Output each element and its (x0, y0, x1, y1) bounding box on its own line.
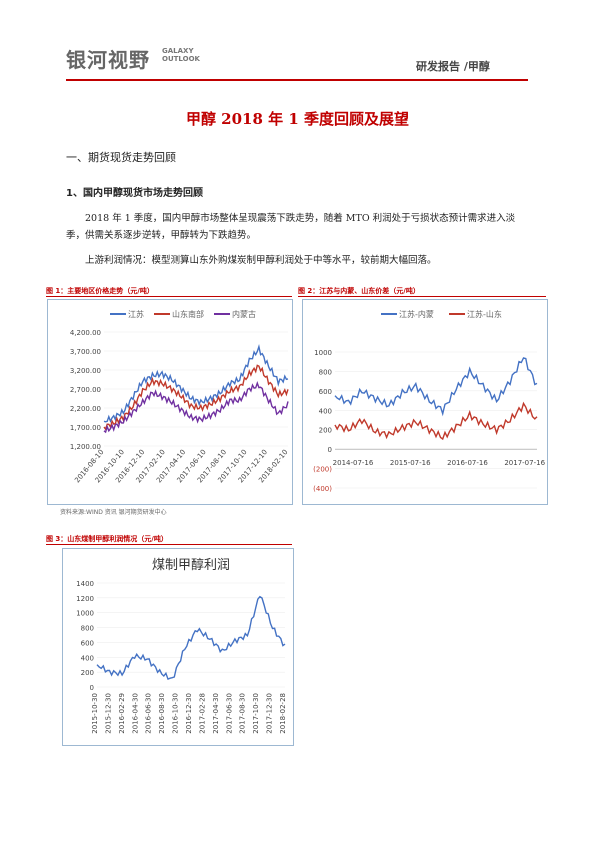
legend-label: 江苏-山东 (467, 309, 502, 319)
figure-2-svg: 江苏-内蒙 江苏-山东 1000 800 600 400 200 0 (200) (400) 201… (313, 309, 545, 493)
paragraph-2: 上游利润情况：模型测算山东外购煤炭制甲醇利润处于中等水平，较前期大幅回落。 (85, 255, 437, 266)
x-tick-label: 2016-06-30 (145, 693, 153, 734)
figure-3-caption: 图 3：山东煤制甲醇利润情况（元/吨） (46, 535, 168, 543)
legend-label: 山东南部 (172, 309, 204, 319)
figure-1-rule (46, 296, 292, 297)
series-line (103, 380, 289, 434)
report-tag: 研发报告 /甲醇 (416, 60, 490, 73)
figure-1-chart: 江苏 山东南部 内蒙古 4,200.00 3,700.00 3,200.00 2,700.0… (47, 299, 293, 505)
x-tick-label: 2015-10-30 (91, 693, 99, 734)
y-tick-label: 3,700.00 (70, 348, 101, 356)
logo-english: GALAXY OUTLOOK (162, 47, 200, 63)
paragraph-1: 2018 年 1 季度，国内甲醇市场整体呈现震荡下跌走势，随着 MTO 利润处于… (66, 213, 516, 241)
y-tick-label: (400) (313, 485, 332, 493)
y-tick-label: 1,200.00 (70, 443, 101, 451)
figure-1-caption: 图 1：主要地区价格走势（元/吨） (46, 287, 154, 295)
y-tick-label: 800 (81, 625, 94, 633)
y-tick-label: 0 (328, 446, 332, 454)
chart-title: 煤制甲醇利润 (152, 557, 230, 573)
y-tick-label: 1200 (76, 595, 94, 603)
legend-label: 江苏-内蒙 (399, 309, 434, 319)
y-tick-label: 200 (81, 669, 94, 677)
figure-2-rule (298, 296, 546, 297)
y-tick-label: 0 (90, 684, 94, 692)
y-tick-label: 1000 (314, 349, 332, 357)
x-tick-label: 2017-10-30 (252, 693, 260, 734)
y-tick-label: 200 (319, 427, 332, 435)
y-tick-label: 2,200.00 (70, 405, 101, 413)
figure-3-svg: 煤制甲醇利润 1400 1200 1000 800 600 400 200 02015-10-3… (76, 557, 287, 734)
document-title: 甲醇 2018 年 1 季度回顾及展望 (185, 110, 410, 128)
series-line (96, 595, 286, 681)
x-tick-label: 2016-10-30 (172, 693, 180, 734)
series-line (334, 357, 538, 417)
x-tick-label: 2016-12-30 (185, 693, 193, 734)
x-tick-label: 2016-08-30 (158, 693, 166, 734)
series-line (103, 364, 289, 431)
header-rule (66, 79, 528, 81)
y-tick-label: 2,700.00 (70, 386, 101, 394)
figure-3-rule (46, 544, 292, 545)
logo-text: 银河视野 (66, 48, 150, 72)
x-tick-label: 2015-07-16 (390, 459, 431, 467)
x-tick-label: 2018-02-28 (279, 693, 287, 734)
y-tick-label: 400 (319, 407, 332, 415)
x-tick-label: 2016-02-29 (118, 693, 126, 734)
x-tick-label: 2015-12-30 (104, 693, 112, 734)
y-tick-label: 600 (81, 639, 94, 647)
series-line (103, 344, 289, 424)
x-tick-label: 2014-07-16 (333, 459, 374, 467)
figure-2-chart: 江苏-内蒙 江苏-山东 1000 800 600 400 200 0 (200) (400) 201… (302, 299, 548, 505)
x-tick-label: 2017-12-30 (266, 693, 274, 734)
legend-label: 江苏 (128, 309, 144, 319)
series-line (334, 401, 538, 441)
figure-3-chart: 煤制甲醇利润 1400 1200 1000 800 600 400 200 0 2015-10-3… (62, 548, 294, 746)
y-tick-label: (200) (313, 466, 332, 474)
x-tick-label: 2017-02-28 (198, 693, 206, 734)
y-tick-label: 1000 (76, 610, 94, 618)
y-tick-label: 4,200.00 (70, 329, 101, 337)
source-note: 资料来源:WIND 资讯 银河期货研发中心 (60, 509, 167, 516)
x-tick-label: 2017-08-30 (239, 693, 247, 734)
figure-1-svg: 江苏 山东南部 内蒙古 4,200.00 3,700.00 3,200.00 2,700.0… (70, 309, 290, 484)
y-tick-label: 800 (319, 368, 332, 376)
y-tick-label: 1400 (76, 580, 94, 588)
x-tick-label: 2017-07-16 (504, 459, 545, 467)
section-heading: 一、期货现货走势回顾 (66, 151, 176, 164)
y-tick-label: 1,700.00 (70, 424, 101, 432)
x-tick-label: 2016-04-30 (131, 693, 139, 734)
x-tick-label: 2017-06-30 (225, 693, 233, 734)
legend-label: 内蒙古 (232, 309, 256, 319)
y-tick-label: 400 (81, 654, 94, 662)
x-tick-label: 2017-04-30 (212, 693, 220, 734)
figure-2-caption: 图 2：江苏与内蒙、山东价差（元/吨） (298, 287, 420, 295)
y-tick-label: 3,200.00 (70, 367, 101, 375)
y-tick-label: 600 (319, 388, 332, 396)
x-tick-label: 2016-07-16 (447, 459, 488, 467)
subsection-heading: 1、国内甲醇现货市场走势回顾 (66, 188, 203, 199)
